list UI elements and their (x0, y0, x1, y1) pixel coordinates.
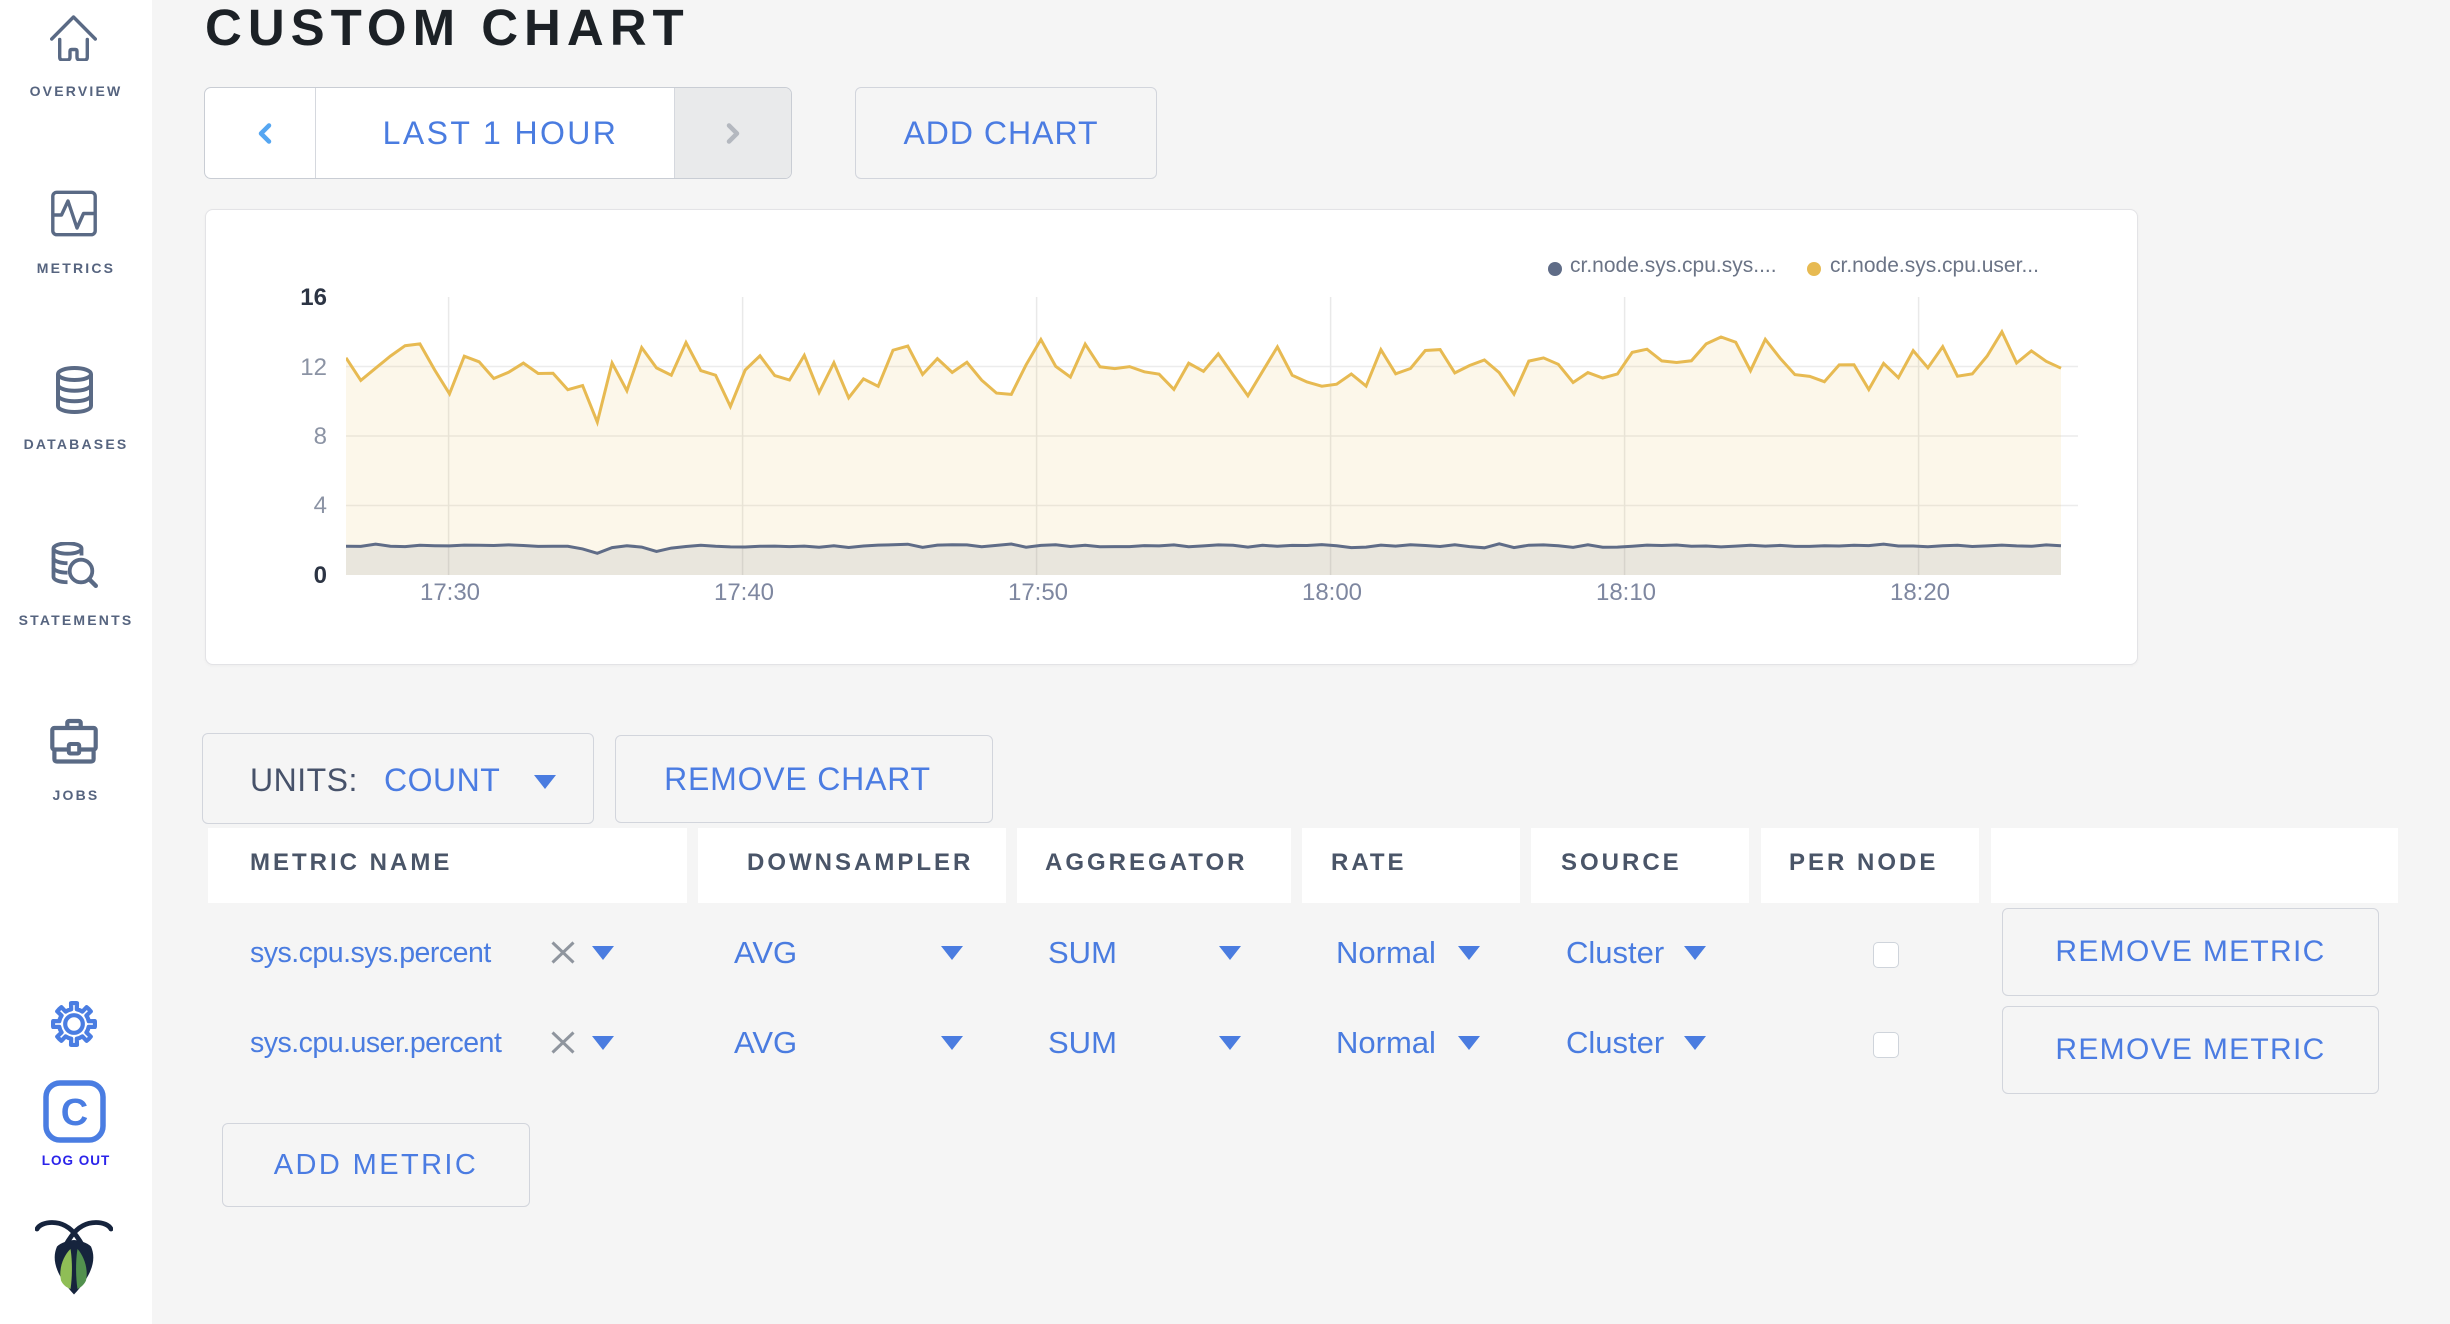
svg-text:C: C (61, 1092, 88, 1134)
